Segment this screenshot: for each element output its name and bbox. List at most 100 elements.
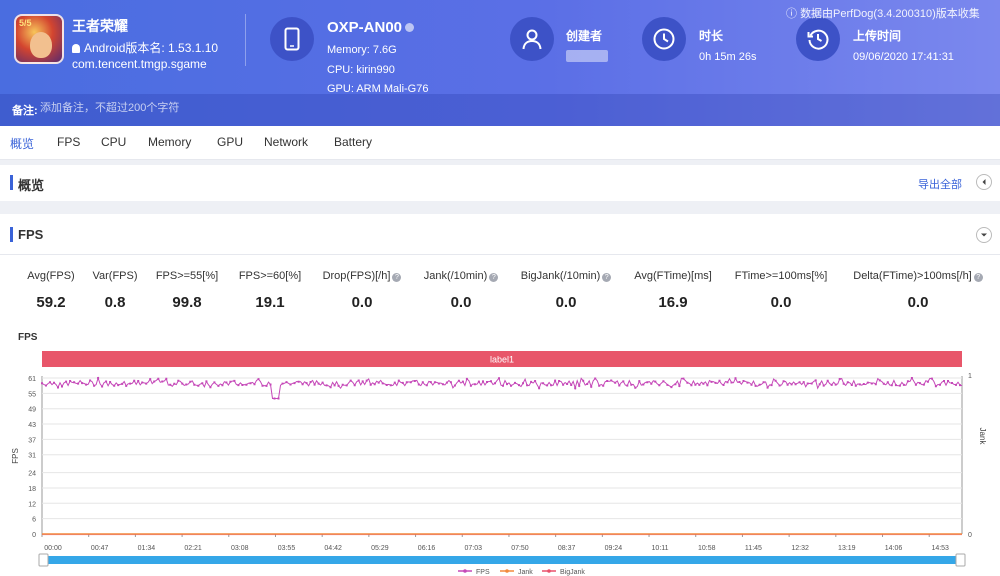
y-tick-label: 49: [28, 407, 36, 414]
note-input[interactable]: [40, 98, 340, 118]
x-tick-label: 14:53: [931, 545, 949, 552]
metric-label: FPS>=55[%]: [155, 270, 219, 282]
metric-label-text: BigJank(/10min): [520, 270, 601, 282]
upload-time-value: 09/06/2020 17:41:31: [853, 51, 954, 63]
history-icon: [796, 17, 840, 61]
help-icon[interactable]: ?: [602, 273, 612, 282]
y-tick-label: 55: [28, 391, 36, 398]
metric-label: Var(FPS): [92, 270, 138, 282]
collapse-left-button[interactable]: [976, 174, 992, 190]
x-tick-label: 02:21: [184, 545, 202, 552]
y-tick-label: 0: [32, 532, 36, 539]
zoom-handle-left[interactable]: [38, 553, 49, 567]
device-cpu: CPU: kirin990: [327, 64, 395, 76]
metric-label: Delta(FTime)>100ms[/h]?: [846, 270, 990, 282]
export-all-link[interactable]: 导出全部: [918, 179, 962, 191]
x-tick-label: 04:42: [324, 545, 342, 552]
metric-value: 0.0: [907, 294, 929, 311]
metric-var-fps: Var(FPS) 0.8: [90, 270, 140, 311]
fps-series-points: [41, 377, 961, 400]
y-tick-label: 6: [32, 517, 36, 524]
y-axis-title: FPS: [11, 448, 20, 464]
y-tick-label: 24: [28, 471, 36, 478]
source-note-text: 数据由PerfDog(3.4.200310)版本收集: [800, 8, 980, 20]
source-note: ⓘ 数据由PerfDog(3.4.200310)版本收集: [786, 8, 980, 20]
note-label: 备注:: [12, 105, 38, 117]
metric-label: Avg(FPS): [27, 270, 75, 282]
creator-label: 创建者: [566, 29, 603, 43]
y2-tick-label: 1: [968, 373, 972, 380]
duration-label: 时长: [699, 29, 724, 43]
x-tick-label: 12:32: [791, 545, 809, 552]
metric-avg-fps: Avg(FPS) 59.2: [25, 270, 77, 311]
x-tick-label: 00:00: [44, 545, 62, 552]
metric-delta-ftime: Delta(FTime)>100ms[/h]? 0.0: [846, 270, 990, 311]
help-icon[interactable]: ?: [392, 273, 402, 282]
phone-icon: [270, 17, 314, 61]
metric-label-text: Jank(/10min): [423, 270, 488, 282]
metric-label: Jank(/10min)?: [419, 270, 503, 282]
android-icon: [72, 44, 80, 53]
tab-bar: 概览 FPS CPU Memory GPU Network Battery: [0, 126, 1000, 160]
clock-icon: [642, 17, 686, 61]
legend-label: BigJank: [560, 569, 585, 576]
device-name-text: OXP-AN00: [327, 19, 403, 36]
chevron-left-icon: [982, 179, 986, 185]
device-name: OXP-AN00: [327, 19, 415, 36]
x-tick-label: 07:50: [511, 545, 529, 552]
metric-avg-ftime: Avg(FTime)[ms] 16.9: [629, 270, 717, 311]
tab-overview[interactable]: 概览: [10, 137, 35, 151]
duration-value: 0h 15m 26s: [699, 51, 757, 63]
metric-value: 0.0: [555, 294, 577, 311]
app-version: Android版本名: 1.53.1.10: [72, 39, 218, 56]
tab-memory[interactable]: Memory: [148, 135, 192, 149]
y2-tick-label: 0: [968, 532, 972, 539]
legend-marker-bigjank: [547, 569, 551, 573]
metric-value: 19.1: [255, 294, 285, 311]
tab-fps[interactable]: FPS: [57, 135, 81, 149]
metric-value: 99.8: [172, 294, 202, 311]
legend-label: FPS: [476, 569, 490, 576]
zoom-handle-right[interactable]: [955, 553, 966, 567]
metric-label-text: Drop(FPS)[/h]: [322, 270, 391, 282]
upload-time-label: 上传时间: [853, 29, 902, 43]
y-tick-label: 37: [28, 437, 36, 444]
x-tick-label: 08:37: [558, 545, 576, 552]
collapse-down-button[interactable]: [976, 227, 992, 243]
x-tick-label: 10:58: [698, 545, 716, 552]
metric-label-text: Delta(FTime)>100ms[/h]: [853, 270, 972, 282]
tab-network[interactable]: Network: [264, 135, 309, 149]
x-tick-label: 00:47: [91, 545, 109, 552]
section-marker: [10, 175, 13, 190]
metric-jank: Jank(/10min)? 0.0: [419, 270, 503, 311]
overview-title: 概览: [18, 178, 45, 193]
metric-value: 59.2: [36, 294, 66, 311]
fps-series-line: [41, 376, 963, 399]
app-name: 王者荣耀: [72, 18, 128, 34]
x-tick-label: 14:06: [885, 545, 903, 552]
tab-gpu[interactable]: GPU: [217, 135, 244, 149]
metric-value: 0.0: [351, 294, 373, 311]
help-icon[interactable]: ?: [489, 273, 499, 282]
metric-label: Avg(FTime)[ms]: [634, 270, 712, 282]
metric-label: FPS>=60[%]: [238, 270, 302, 282]
help-icon[interactable]: ?: [973, 273, 983, 282]
metric-fps-ge-60: FPS>=60[%] 19.1: [236, 270, 304, 311]
label-band: [42, 351, 962, 367]
header-divider: [245, 14, 246, 66]
metric-label: FTime>=100ms[%]: [734, 270, 828, 282]
x-tick-label: 07:03: [464, 545, 482, 552]
tab-battery[interactable]: Battery: [334, 135, 373, 149]
metric-drop-fps: Drop(FPS)[/h]? 0.0: [318, 270, 406, 311]
metric-fps-ge-55: FPS>=55[%] 99.8: [153, 270, 221, 311]
fps-chart: FPS label1 0 6 12 18 24 31 37 43 49 55 61 0 1 FPS Jank 00…: [11, 332, 987, 576]
user-icon: [510, 17, 554, 61]
tab-cpu[interactable]: CPU: [101, 135, 127, 149]
info-icon[interactable]: [405, 23, 415, 32]
report-header: 5/5 王者荣耀 Android版本名: 1.53.1.10 com.tence…: [0, 0, 1000, 126]
chevron-down-icon: [981, 233, 987, 237]
legend-marker-fps: [463, 569, 467, 573]
metric-value: 0.0: [450, 294, 472, 311]
y2-axis-title: Jank: [978, 428, 987, 446]
x-tick-label: 11:45: [745, 545, 762, 552]
